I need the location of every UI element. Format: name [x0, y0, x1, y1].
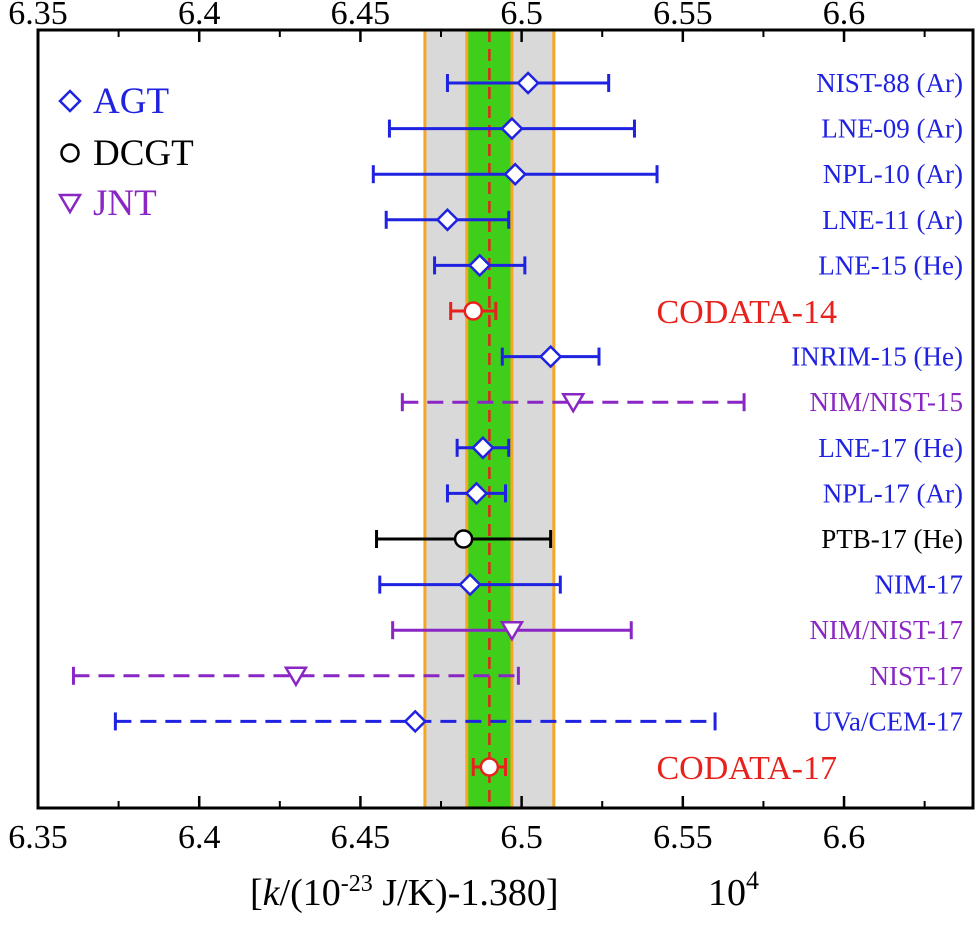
- x-tick-label-bottom: 6.45: [331, 819, 391, 856]
- series-row: NPL-10 (Ar): [371, 159, 963, 189]
- series-row: UVa/CEM-17: [113, 706, 963, 736]
- x-axis-scale-exponent: 4: [746, 866, 759, 895]
- legend-marker: [58, 89, 82, 113]
- data-point: [467, 253, 492, 278]
- series-row: CODATA-17: [471, 750, 838, 787]
- legend-label: DCGT: [93, 133, 194, 174]
- x-tick-label-bottom: 6.4: [178, 819, 221, 856]
- data-label: NPL-10 (Ar): [823, 159, 963, 189]
- legend-marker: [60, 143, 80, 163]
- data-label: NIST-88 (Ar): [816, 68, 963, 98]
- x-tick-label-top: 6.5: [500, 0, 543, 32]
- data-label: LNE-09 (Ar): [821, 114, 963, 144]
- data-point: [435, 208, 460, 232]
- series-row: NIM/NIST-17: [391, 615, 963, 645]
- x-tick-label-bottom: 6.5: [500, 819, 543, 856]
- data-point: [499, 620, 525, 642]
- axes-layer: 6.35 6.35 6.4 6.4 6.45 6.45 6.5 6.5 6.55 6.55 6.6 6…: [8, 0, 975, 914]
- x-tick-label-bottom: 6.6: [823, 819, 866, 856]
- data-point: [403, 709, 427, 734]
- data-point: [500, 116, 524, 141]
- series-row: NIM/NIST-15: [400, 387, 963, 417]
- x-axis-label-exponent: -23: [341, 871, 373, 897]
- series-row: PTB-17 (He): [375, 524, 963, 554]
- x-axis-label-tail: J/K)-1.380]: [373, 872, 559, 914]
- legend-marker: [57, 193, 83, 215]
- x-tick-label-top: 6.55: [653, 0, 713, 32]
- x-tick-label-top: 6.6: [823, 0, 866, 32]
- legend-label: JNT: [93, 183, 157, 224]
- series-row: NIM-17: [378, 570, 964, 600]
- x-axis-label: [k/(10-23 J/K)-1.380]: [250, 871, 559, 914]
- legend: AGT DCGT JNT: [57, 81, 194, 224]
- data-point: [463, 301, 484, 321]
- data-point: [458, 572, 482, 597]
- data-point: [471, 436, 495, 460]
- series-row: CODATA-14: [449, 294, 838, 331]
- series-row: LNE-09 (Ar): [387, 114, 963, 144]
- series-row: INRIM-15 (He): [500, 342, 963, 372]
- x-tick-label-top: 6.35: [8, 0, 68, 32]
- data-label: CODATA-17: [657, 750, 838, 787]
- data-label: NIST-17: [869, 661, 963, 691]
- data-label: LNE-17 (He): [818, 433, 963, 463]
- series-row: NPL-17 (Ar): [445, 478, 963, 508]
- data-point: [561, 392, 586, 414]
- series-layer: NIST-88 (Ar) LNE-09 (Ar) NPL-10 (Ar) LNE-11…: [71, 68, 964, 787]
- x-tick-label-top: 6.45: [331, 0, 391, 32]
- series-row: NIST-88 (Ar): [445, 68, 963, 98]
- data-point: [453, 529, 474, 549]
- series-row: LNE-15 (He): [433, 250, 963, 280]
- data-label: NIM-17: [875, 570, 964, 600]
- data-label: INRIM-15 (He): [791, 342, 963, 372]
- data-label: LNE-15 (He): [818, 250, 963, 280]
- x-tick-label-bottom: 6.35: [8, 819, 68, 856]
- data-label: PTB-17 (He): [821, 524, 963, 554]
- x-axis-label-symbol: k: [263, 872, 281, 914]
- data-label: LNE-11 (Ar): [822, 205, 963, 235]
- data-point: [283, 666, 309, 688]
- legend-label: AGT: [93, 81, 169, 122]
- data-point: [464, 481, 489, 506]
- data-point: [538, 344, 563, 369]
- data-label: UVa/CEM-17: [813, 706, 963, 736]
- data-point: [479, 757, 500, 777]
- data-label: CODATA-14: [657, 294, 838, 331]
- data-point: [503, 162, 527, 186]
- data-label: NIM/NIST-17: [809, 615, 963, 645]
- series-row: LNE-11 (Ar): [384, 205, 963, 235]
- x-axis-scale-base: 10: [708, 872, 746, 914]
- x-tick-label-bottom: 6.55: [653, 819, 713, 856]
- data-point: [516, 71, 540, 95]
- x-axis-label-open: [: [250, 872, 263, 914]
- x-axis-label-unit: /(10: [280, 872, 341, 914]
- data-label: NPL-17 (Ar): [823, 478, 963, 508]
- data-label: NIM/NIST-15: [809, 387, 963, 417]
- plot-frame: [36, 28, 975, 810]
- series-row: LNE-17 (He): [455, 433, 963, 463]
- series-row: NIST-17: [71, 661, 963, 691]
- x-tick-label-top: 6.4: [178, 0, 221, 32]
- x-axis-scale: 104: [708, 866, 759, 914]
